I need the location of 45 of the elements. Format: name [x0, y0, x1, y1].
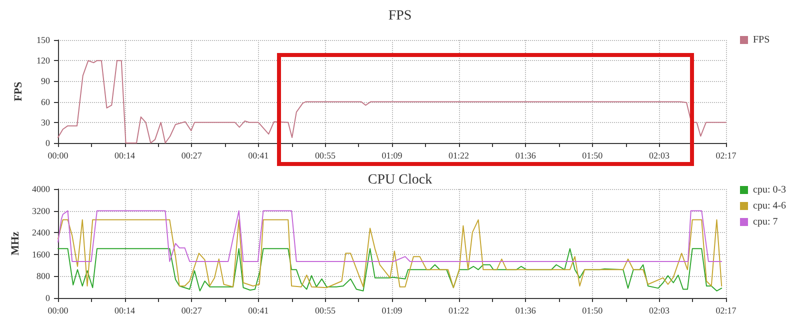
- chart-title: CPU Clock: [368, 172, 432, 188]
- y-tick-label: 30: [41, 117, 50, 128]
- legend-label: cpu: 4-6: [753, 200, 786, 212]
- x-tick-label: 01:50: [582, 150, 604, 160]
- y-tick-label: 800: [36, 271, 50, 282]
- y-axis-title: FPS: [12, 82, 24, 102]
- legend-label: cpu: 7: [753, 216, 778, 228]
- x-tick-label: 01:09: [382, 306, 403, 316]
- x-tick-label: 00:14: [114, 150, 136, 160]
- chart-title: FPS: [388, 8, 412, 24]
- x-tick-label: 01:36: [515, 306, 536, 316]
- y-tick-label: 0: [46, 293, 50, 303]
- line-series: [58, 248, 722, 292]
- legend-label: cpu: 0-3: [753, 184, 786, 196]
- x-tick-label: 00:55: [314, 306, 336, 316]
- x-tick-label: 00:27: [181, 306, 202, 316]
- x-tick-label: 00:27: [181, 150, 202, 160]
- x-tick-label: 01:09: [382, 150, 403, 160]
- y-tick-label: 60: [41, 96, 50, 107]
- y-axis-title: MHz: [10, 231, 22, 256]
- y-tick-label: 2400: [32, 228, 50, 238]
- x-tick-label: 02:17: [716, 306, 737, 316]
- x-tick-label: 00:00: [48, 306, 69, 316]
- y-tick-label: 150: [36, 35, 50, 45]
- y-tick-label: 3200: [32, 206, 50, 216]
- y-tick-label: 1600: [32, 249, 50, 260]
- x-tick-label: 00:00: [48, 150, 69, 160]
- x-tick-label: 00:55: [314, 150, 336, 160]
- x-tick-label: 01:36: [515, 150, 536, 160]
- x-tick-label: 00:14: [114, 306, 136, 316]
- x-tick-label: 00:41: [248, 306, 269, 316]
- line-series: [58, 219, 722, 288]
- x-tick-label: 00:41: [248, 150, 269, 160]
- y-tick-label: 4000: [32, 184, 50, 194]
- y-tick-label: 90: [41, 76, 50, 86]
- x-tick-label: 02:17: [716, 150, 737, 160]
- y-tick-label: 0: [46, 138, 50, 148]
- legend-label: FPS: [753, 34, 770, 46]
- x-tick-label: 01:50: [582, 306, 604, 316]
- x-tick-label: 01:22: [448, 150, 470, 160]
- line-series: [58, 210, 722, 262]
- x-tick-label: 02:03: [648, 306, 670, 316]
- x-tick-label: 02:03: [648, 150, 670, 160]
- x-tick-label: 01:22: [448, 306, 470, 316]
- y-tick-label: 120: [36, 56, 50, 66]
